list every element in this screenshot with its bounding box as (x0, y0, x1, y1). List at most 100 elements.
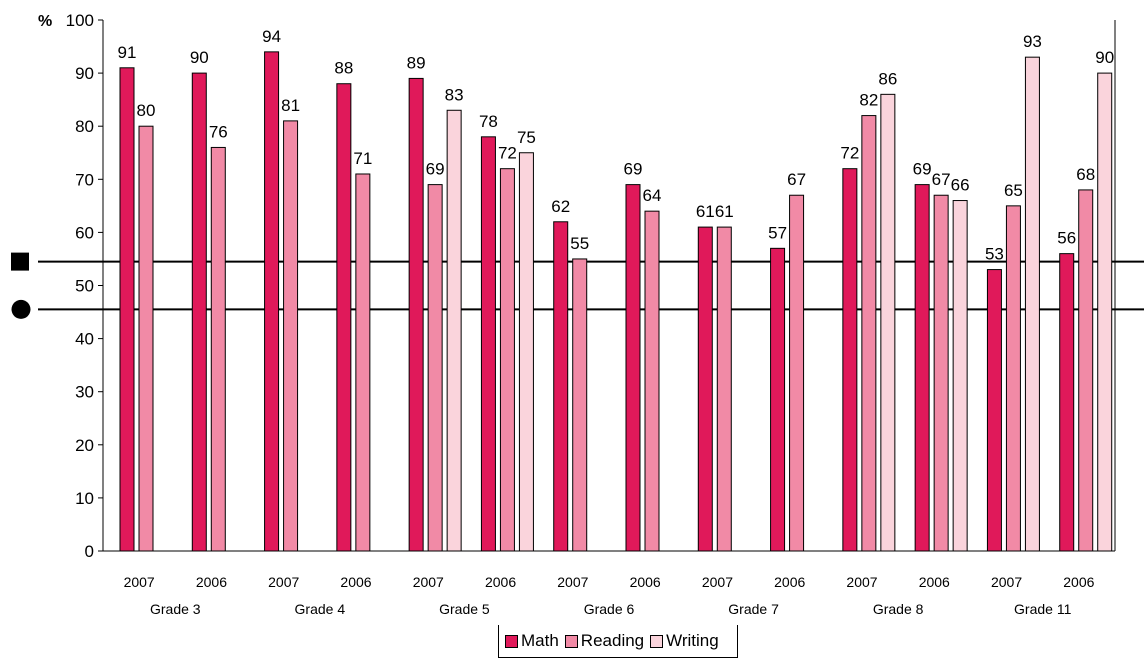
bar-math (842, 168, 858, 552)
y-tick-label: 30 (75, 383, 94, 402)
bar-writing (1097, 72, 1113, 552)
x-axis: 2007 2006 Grade 3 2007 2006 Grade 4 2007 2006 Gr… (124, 574, 1095, 617)
data-label-math: 57 (768, 223, 787, 242)
legend-swatch-reading (564, 634, 578, 648)
data-label-math: 89 (407, 53, 426, 72)
x-group-label: Grade 5 (439, 601, 490, 617)
y-tick-label: 70 (75, 170, 94, 189)
data-label-math: 72 (840, 144, 859, 163)
bar-writing (446, 109, 462, 552)
data-label-reading: 67 (932, 170, 951, 189)
bar-reading (210, 146, 226, 552)
bar-math (697, 226, 713, 552)
x-tick-label-year: 2006 (196, 574, 227, 590)
y-tick-label: 40 (75, 330, 94, 349)
bar-math (191, 72, 207, 552)
data-label-reading: 80 (137, 101, 156, 120)
x-group-label: Grade 7 (728, 601, 779, 617)
y-tick-label: 60 (75, 223, 94, 242)
bar-reading (644, 210, 660, 552)
data-label-writing: 83 (445, 85, 464, 104)
bar-reading (499, 168, 515, 552)
data-label-writing: 90 (1095, 48, 1114, 67)
x-tick-label-year: 2006 (774, 574, 805, 590)
data-label-reading: 81 (281, 96, 300, 115)
x-tick-label-year: 2006 (340, 574, 371, 590)
data-label-math: 78 (479, 112, 498, 131)
legend-item-writing: Writing (650, 631, 719, 651)
legend-item-reading: Reading (564, 631, 645, 651)
x-group-label: Grade 4 (295, 601, 346, 617)
bars (119, 51, 1113, 552)
bar-reading (861, 115, 877, 552)
x-tick-label-year: 2006 (1063, 574, 1094, 590)
bar-writing (1024, 56, 1040, 552)
data-label-math: 88 (334, 59, 353, 78)
x-tick-label-year: 2007 (124, 574, 155, 590)
data-label-writing: 66 (951, 176, 970, 195)
x-tick-label-year: 2007 (557, 574, 588, 590)
data-label-math: 56 (1057, 229, 1076, 248)
bar-reading (1005, 205, 1021, 552)
bar-math (1059, 253, 1075, 552)
data-label-writing: 93 (1023, 32, 1042, 51)
bar-writing (518, 152, 534, 552)
data-label-math: 53 (985, 245, 1004, 264)
x-tick-label-year: 2007 (991, 574, 1022, 590)
legend: Math Reading Writing (498, 625, 738, 658)
data-label-math: 62 (551, 197, 570, 216)
bar-reading (138, 125, 154, 552)
legend-label-reading: Reading (580, 631, 645, 650)
y-tick-label: 100 (66, 11, 94, 30)
y-axis: 0 10 20 30 40 50 60 70 80 90 100% (38, 11, 103, 561)
bar-reading (1078, 189, 1094, 552)
bar-math (770, 247, 786, 552)
y-tick-label: 0 (85, 542, 94, 561)
bar-math (408, 77, 424, 552)
bar-reading (933, 194, 949, 552)
bar-math (119, 67, 135, 552)
bar-math (336, 83, 352, 552)
data-label-math: 90 (190, 48, 209, 67)
data-label-reading: 65 (1004, 181, 1023, 200)
y-tick-label: 50 (75, 277, 94, 296)
data-label-math: 61 (696, 202, 715, 221)
data-label-reading: 71 (353, 149, 372, 168)
bar-reading (355, 173, 371, 552)
reference-square-marker (11, 252, 29, 271)
x-tick-label-year: 2007 (268, 574, 299, 590)
bar-math (625, 184, 641, 552)
data-label-reading: 76 (209, 122, 228, 141)
bar-writing (952, 200, 968, 552)
data-label-math: 91 (118, 43, 137, 62)
y-tick-label: 20 (75, 436, 94, 455)
data-label-math: 69 (624, 160, 643, 179)
data-label-reading: 82 (859, 91, 878, 110)
x-tick-label-year: 2007 (846, 574, 877, 590)
legend-item-math: Math (505, 631, 559, 651)
y-tick-label: 80 (75, 117, 94, 136)
bar-math (264, 51, 280, 552)
data-label-reading: 69 (426, 160, 445, 179)
data-label-reading: 55 (570, 234, 589, 253)
bar-writing (880, 93, 896, 552)
y-tick-label: 10 (75, 489, 94, 508)
y-tick-label: 90 (75, 64, 94, 83)
data-label-reading: 68 (1076, 165, 1095, 184)
bar-math (914, 184, 930, 552)
data-label-reading: 72 (498, 144, 517, 163)
data-label-reading: 64 (643, 186, 662, 205)
x-tick-label-year: 2006 (630, 574, 661, 590)
data-label-math: 94 (262, 27, 281, 46)
bar-reading (572, 258, 588, 552)
legend-swatch-writing (650, 634, 664, 648)
bar-math (986, 269, 1002, 552)
bar-reading (283, 120, 299, 552)
bar-reading (789, 194, 805, 552)
x-group-label: Grade 6 (584, 601, 635, 617)
legend-label-math: Math (521, 631, 559, 650)
x-group-label: Grade 11 (1014, 601, 1072, 617)
x-tick-label-year: 2007 (413, 574, 444, 590)
data-label-reading: 61 (715, 202, 734, 221)
